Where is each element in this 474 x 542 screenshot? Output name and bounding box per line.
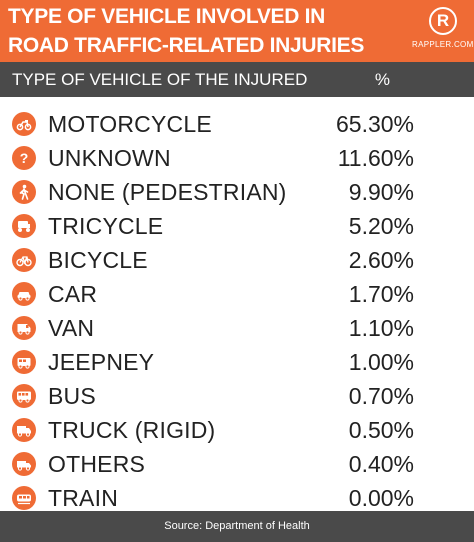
others-icon — [12, 452, 36, 476]
car-icon — [12, 282, 36, 306]
percent-value: 0.40% — [348, 451, 414, 477]
vehicle-label: BICYCLE — [48, 247, 148, 273]
logo-text: RAPPLER.COM — [412, 40, 474, 49]
vehicle-label: JEEPNEY — [48, 349, 155, 375]
footer-bar: Source: Department of Health — [0, 511, 474, 542]
table-row: BUS 0.70% — [0, 379, 474, 413]
truck-icon — [12, 418, 36, 442]
table-row: VAN 1.10% — [0, 311, 474, 345]
pedestrian-icon — [12, 180, 36, 204]
column-header-vehicle: TYPE OF VEHICLE OF THE INJURED — [12, 70, 308, 89]
logo-mark: R — [429, 7, 457, 35]
table-row: BICYCLE 2.60% — [0, 243, 474, 277]
vehicle-label: UNKNOWN — [48, 145, 171, 171]
source-note: Source: Department of Health — [164, 520, 310, 532]
percent-value: 9.90% — [348, 179, 414, 205]
table-body: MOTORCYCLE 65.30%? UNKNOWN 11.60% NONE (PEDE… — [0, 107, 474, 515]
percent-value: 0.50% — [348, 417, 414, 443]
vehicle-label: MOTORCYCLE — [48, 111, 212, 137]
vehicle-label: CAR — [48, 281, 98, 307]
tricycle-icon — [12, 214, 36, 238]
vehicle-label: BUS — [48, 383, 96, 409]
percent-value: 65.30% — [335, 111, 414, 137]
vehicle-label: OTHERS — [48, 451, 146, 477]
percent-value: 11.60% — [337, 145, 414, 171]
bicycle-icon — [12, 248, 36, 272]
title-bar: TYPE OF VEHICLE INVOLVED IN ROAD TRAFFIC… — [0, 0, 474, 86]
percent-value: 0.70% — [348, 383, 414, 409]
vehicle-label: TRUCK (RIGID) — [48, 417, 216, 443]
percent-value: 0.00% — [348, 485, 414, 511]
percent-value: 1.00% — [348, 349, 414, 375]
table-row: TRICYCLE 5.20% — [0, 209, 474, 243]
question-icon: ? — [12, 146, 36, 170]
table-row: NONE (PEDESTRIAN) 9.90% — [0, 175, 474, 209]
bus-icon — [12, 384, 36, 408]
svg-text:?: ? — [20, 150, 29, 166]
percent-value: 1.10% — [348, 315, 414, 341]
table-row: TRAIN 0.00% — [0, 481, 474, 515]
table-row: MOTORCYCLE 65.30% — [0, 107, 474, 141]
vehicle-label: TRICYCLE — [48, 213, 164, 239]
table-row: TRUCK (RIGID) 0.50% — [0, 413, 474, 447]
column-header-percent: % — [374, 70, 390, 89]
chart-title-line-1: TYPE OF VEHICLE INVOLVED IN — [8, 5, 326, 28]
percent-value: 1.70% — [348, 281, 414, 307]
table-row: JEEPNEY 1.00% — [0, 345, 474, 379]
jeepney-icon — [12, 350, 36, 374]
motorcycle-icon — [12, 112, 36, 136]
van-icon — [12, 316, 36, 340]
train-icon — [12, 486, 36, 510]
percent-value: 5.20% — [348, 213, 414, 239]
percent-value: 2.60% — [348, 247, 414, 273]
table-row: ? UNKNOWN 11.60% — [0, 141, 474, 175]
table-row: OTHERS 0.40% — [0, 447, 474, 481]
vehicle-label: NONE (PEDESTRIAN) — [48, 179, 287, 205]
vehicle-label: VAN — [48, 315, 95, 341]
rappler-logo: R RAPPLER.COM — [412, 7, 474, 59]
vehicle-label: TRAIN — [48, 485, 118, 511]
table-header: TYPE OF VEHICLE OF THE INJURED % — [0, 62, 474, 97]
table-row: CAR 1.70% — [0, 277, 474, 311]
